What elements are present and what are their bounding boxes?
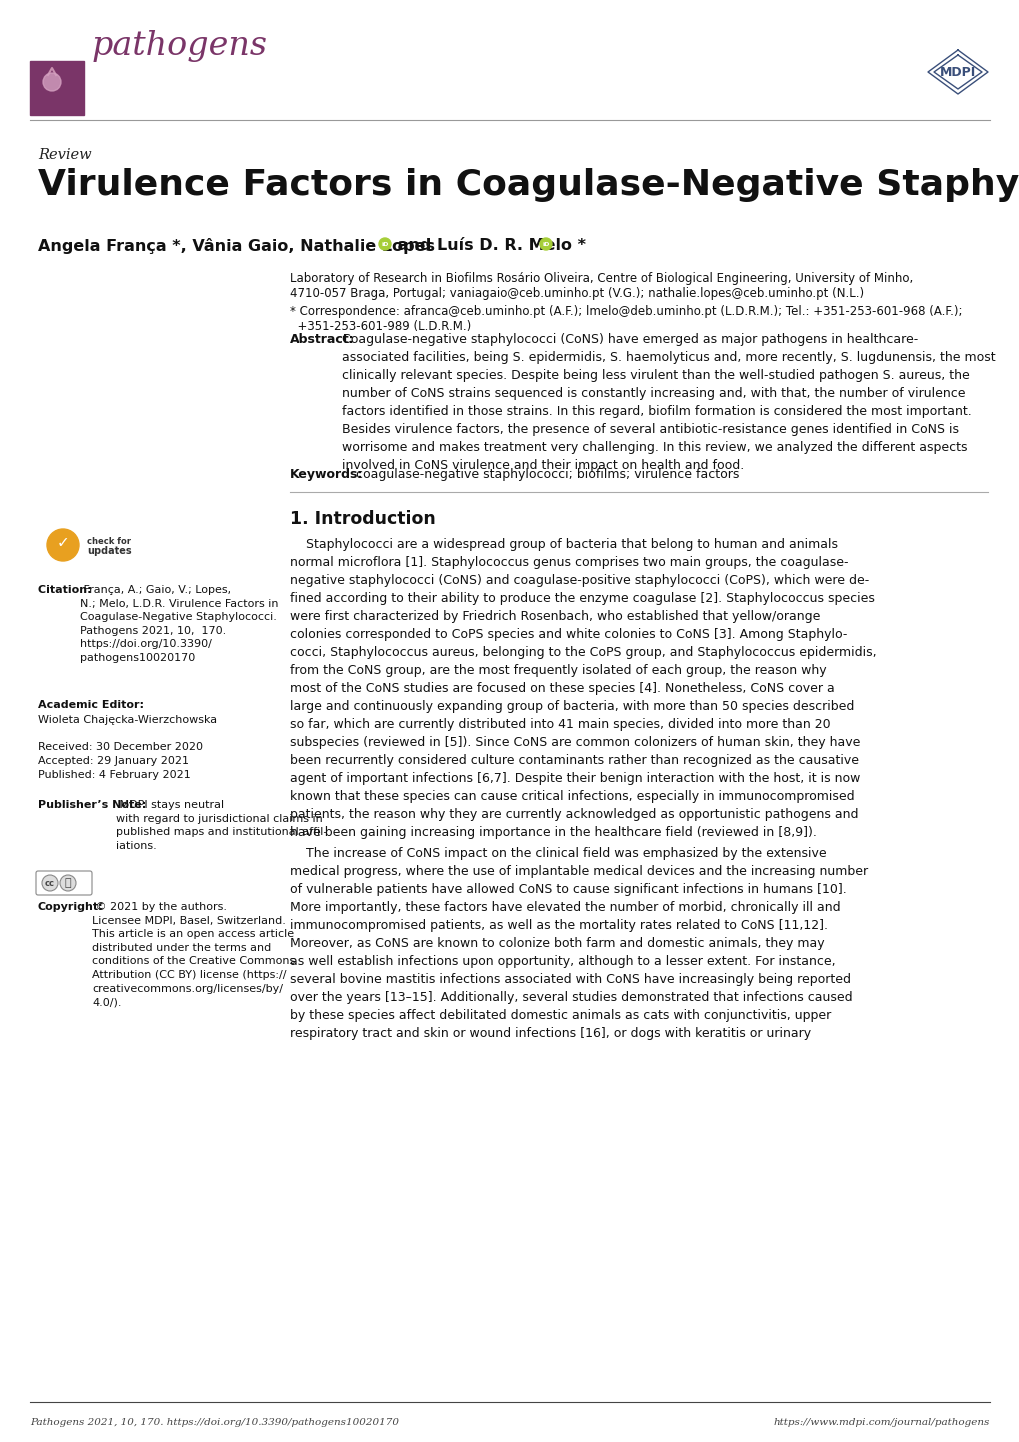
Text: https://www.mdpi.com/journal/pathogens: https://www.mdpi.com/journal/pathogens: [772, 1417, 989, 1428]
Text: iD: iD: [542, 241, 549, 247]
Text: © 2021 by the authors.
Licensee MDPI, Basel, Switzerland.
This article is an ope: © 2021 by the authors. Licensee MDPI, Ba…: [92, 903, 294, 1007]
Text: Abstract:: Abstract:: [289, 333, 355, 346]
Text: França, A.; Gaio, V.; Lopes,
N.; Melo, L.D.R. Virulence Factors in
Coagulase-Neg: França, A.; Gaio, V.; Lopes, N.; Melo, L…: [79, 585, 278, 663]
Text: Staphylococci are a widespread group of bacteria that belong to human and animal: Staphylococci are a widespread group of …: [289, 538, 875, 839]
Circle shape: [43, 74, 61, 91]
Text: ✓: ✓: [57, 535, 69, 551]
Text: Keywords:: Keywords:: [289, 469, 363, 482]
Text: updates: updates: [87, 547, 131, 557]
Text: Review: Review: [38, 149, 92, 162]
Text: Publisher’s Note:: Publisher’s Note:: [38, 800, 146, 810]
Text: The increase of CoNS impact on the clinical field was emphasized by the extensiv: The increase of CoNS impact on the clini…: [289, 846, 867, 1040]
Text: Received: 30 December 2020
Accepted: 29 January 2021
Published: 4 February 2021: Received: 30 December 2020 Accepted: 29 …: [38, 743, 203, 780]
Text: cc: cc: [45, 878, 55, 887]
Text: iD: iD: [381, 241, 388, 247]
Text: coagulase-negative staphylococci; biofilms; virulence factors: coagulase-negative staphylococci; biofil…: [352, 469, 739, 482]
FancyBboxPatch shape: [36, 871, 92, 895]
Text: +351-253-601-989 (L.D.R.M.): +351-253-601-989 (L.D.R.M.): [289, 320, 471, 333]
Text: check for: check for: [87, 536, 130, 545]
Text: Copyright:: Copyright:: [38, 903, 104, 911]
Circle shape: [47, 529, 78, 561]
Text: 4710-057 Braga, Portugal; vaniagaio@ceb.uminho.pt (V.G.); nathalie.lopes@ceb.umi: 4710-057 Braga, Portugal; vaniagaio@ceb.…: [289, 287, 863, 300]
Text: * Correspondence: afranca@ceb.uminho.pt (A.F.); lmelo@deb.uminho.pt (L.D.R.M.); : * Correspondence: afranca@ceb.uminho.pt …: [289, 306, 962, 319]
Text: Coagulase-negative staphylococci (CoNS) have emerged as major pathogens in healt: Coagulase-negative staphylococci (CoNS) …: [341, 333, 995, 472]
Circle shape: [539, 238, 551, 249]
Circle shape: [60, 875, 76, 891]
Circle shape: [379, 238, 390, 249]
Circle shape: [42, 875, 58, 891]
Text: MDPI stays neutral
with regard to jurisdictional claims in
published maps and in: MDPI stays neutral with regard to jurisd…: [116, 800, 327, 851]
Text: Virulence Factors in Coagulase-Negative Staphylococci: Virulence Factors in Coagulase-Negative …: [38, 169, 1019, 202]
Bar: [30, 61, 84, 115]
Text: pathogens: pathogens: [92, 30, 268, 62]
Text: 1. Introduction: 1. Introduction: [289, 510, 435, 528]
Text: Angela França *, Vânia Gaio, Nathalie Lopes: Angela França *, Vânia Gaio, Nathalie Lo…: [38, 238, 434, 254]
Text: MDPI: MDPI: [938, 65, 975, 78]
Text: Pathogens 2021, 10, 170. https://doi.org/10.3390/pathogens10020170: Pathogens 2021, 10, 170. https://doi.org…: [30, 1417, 398, 1428]
Text: ⓘ: ⓘ: [64, 878, 71, 888]
Text: Laboratory of Research in Biofilms Rosário Oliveira, Centre of Biological Engine: Laboratory of Research in Biofilms Rosár…: [289, 273, 912, 286]
Text: Academic Editor:: Academic Editor:: [38, 699, 144, 709]
Text: and Luís D. R. Melo *: and Luís D. R. Melo *: [391, 238, 586, 252]
Text: Wioleta Chajęcka-Wierzchowska: Wioleta Chajęcka-Wierzchowska: [38, 715, 217, 725]
Text: Citation:: Citation:: [38, 585, 96, 596]
